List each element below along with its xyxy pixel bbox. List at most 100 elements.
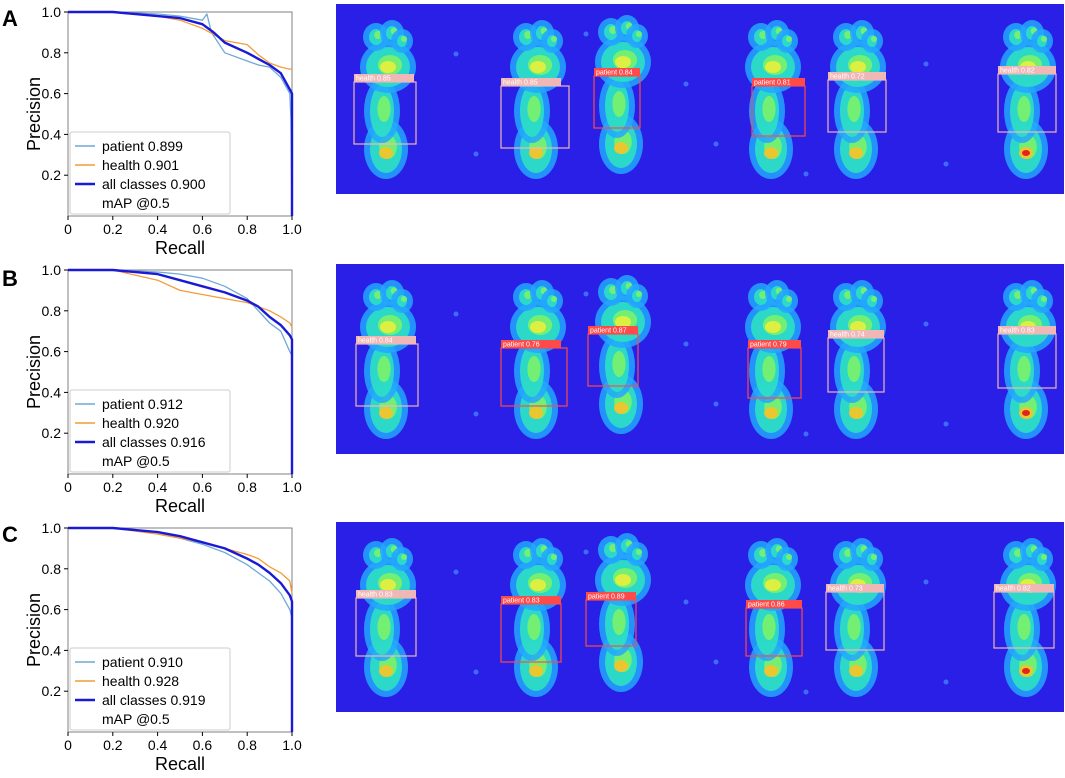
y-tick-label: 0.6 [42, 344, 62, 360]
foot-pressure-mid [762, 356, 776, 382]
foot-pressure-high [615, 316, 631, 328]
y-tick-label: 0.6 [42, 602, 62, 618]
legend-box [69, 389, 231, 473]
detection-label: health 0.83 [1000, 328, 1035, 335]
detection-label-bg [998, 326, 1056, 334]
foot-pressure-mid [759, 549, 767, 557]
noise-dot [923, 321, 929, 327]
footprint [595, 275, 651, 434]
foot-pressure-mid [1041, 554, 1047, 560]
noise-dot [583, 291, 589, 297]
heatmap-background [336, 522, 1064, 712]
foot-pressure-mid [612, 609, 626, 635]
foot-pressure-mid [786, 296, 792, 302]
noise-dot [453, 311, 459, 317]
foot-pressure-high [764, 407, 778, 419]
x-tick-label: 0.8 [237, 221, 257, 237]
footprint-heatmap-strip-b: health 0.84 patient 0.76 patient 0.87 patie… [336, 264, 1064, 454]
detection-label-bg [746, 600, 802, 608]
detection-label: patient 0.76 [503, 342, 540, 349]
series-line-patient [68, 11, 293, 217]
footprint [830, 280, 886, 439]
y-tick-label: 1.0 [42, 4, 62, 20]
legend-entry: patient 0.910 [102, 654, 183, 670]
foot-pressure-mid [374, 31, 382, 39]
noise-dot [473, 151, 479, 157]
pr-curve-chart-a: 0 0.2 0.4 0.6 0.8 1.0 0.2 0.4 0.6 0.8 1.0 Recall Pre… [24, 4, 302, 258]
pr-curve-chart-b: 0 0.2 0.4 0.6 0.8 1.0 0.2 0.4 0.6 0.8 1.0 Recall Pre… [24, 262, 302, 516]
foot-pressure-mid [609, 544, 617, 552]
x-tick-label: 0.6 [193, 479, 213, 495]
foot-pressure-high [379, 147, 393, 159]
foot-pressure-mid [551, 554, 557, 560]
detection-label-bg [588, 326, 638, 334]
detection-label: health 0.73 [828, 586, 863, 593]
legend-entry: health 0.928 [102, 673, 179, 689]
noise-dot [803, 171, 809, 177]
foot-pressure-peak [1022, 410, 1030, 416]
detection-label: health 0.74 [830, 332, 865, 339]
foot-pressure-mid [609, 286, 617, 294]
foot-pressure-mid [377, 614, 391, 640]
foot-pressure-high [380, 321, 396, 333]
y-tick-label: 1.0 [42, 520, 62, 536]
foot-pressure-mid [844, 291, 852, 299]
foot-pressure-mid [1014, 31, 1022, 39]
x-tick-label: 1.0 [282, 737, 302, 753]
foot-pressure-high [530, 321, 546, 333]
foot-pressure-mid [871, 554, 877, 560]
foot-pressure-high [765, 579, 781, 591]
y-tick-label: 0.8 [42, 303, 62, 319]
foot-pressure-mid [524, 31, 532, 39]
y-axis-label: Precision [24, 593, 44, 667]
x-tick-label: 0.4 [148, 479, 168, 495]
foot-pressure-high [849, 407, 863, 419]
x-tick-label: 0 [64, 479, 72, 495]
foot-pressure-high [380, 61, 396, 73]
foot-pressure-mid [759, 291, 767, 299]
detection-label-bg [501, 340, 561, 348]
x-tick-label: 0 [64, 221, 72, 237]
footprint [830, 538, 886, 697]
detection-label: health 0.84 [358, 338, 393, 345]
detection-label-bg [748, 340, 801, 348]
foot-pressure-mid [1014, 291, 1022, 299]
foot-pressure-high [529, 147, 543, 159]
foot-pressure-peak [1022, 150, 1030, 156]
detection-label: health 0.82 [996, 586, 1031, 593]
foot-pressure-mid [871, 36, 877, 42]
foot-pressure-mid [377, 96, 391, 122]
noise-dot [473, 411, 479, 417]
noise-dot [923, 61, 929, 67]
y-tick-label: 0.8 [42, 45, 62, 61]
x-tick-label: 0.2 [103, 737, 123, 753]
foot-pressure-mid [762, 614, 776, 640]
footprint [830, 20, 886, 179]
legend-note: mAP @0.5 [102, 453, 170, 469]
foot-pressure-mid [759, 31, 767, 39]
pr-curve-chart-c: 0 0.2 0.4 0.6 0.8 1.0 0.2 0.4 0.6 0.8 1.0 Recall Pre… [24, 520, 302, 774]
legend-entry: all classes 0.916 [102, 434, 206, 450]
x-axis-label: Recall [155, 754, 205, 774]
noise-dot [453, 51, 459, 57]
foot-pressure-mid [844, 549, 852, 557]
y-tick-label: 0.4 [42, 126, 62, 142]
foot-pressure-high [765, 321, 781, 333]
noise-dot [713, 659, 719, 665]
foot-pressure-mid [524, 291, 532, 299]
detection-label-bg [994, 584, 1054, 592]
detection-label: health 0.85 [356, 76, 391, 83]
series-line-patient [68, 269, 293, 357]
y-tick-label: 0.2 [42, 167, 62, 183]
foot-pressure-high [379, 407, 393, 419]
footprint [510, 280, 566, 439]
foot-pressure-high [530, 579, 546, 591]
y-tick-label: 0.4 [42, 642, 62, 658]
noise-dot [943, 161, 949, 167]
footprint [1000, 280, 1056, 439]
legend-entry: all classes 0.900 [102, 176, 206, 192]
x-tick-label: 0.8 [237, 479, 257, 495]
detection-label-bg [752, 78, 805, 86]
y-axis-label: Precision [24, 77, 44, 151]
